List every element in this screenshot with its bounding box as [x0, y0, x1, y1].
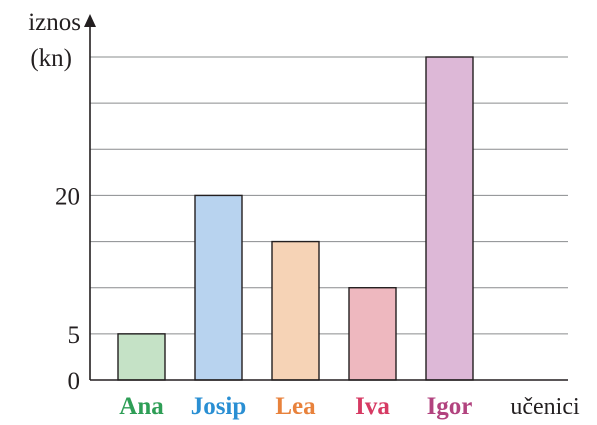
y-axis-label-line2: (kn) [30, 45, 72, 72]
category-label-lea: Lea [275, 393, 316, 420]
category-label-ana: Ana [119, 393, 164, 420]
y-tick-label: 5 [68, 322, 81, 349]
gridlines [90, 56, 568, 335]
bar-josip [194, 194, 243, 381]
bar-iva [348, 287, 397, 381]
bar-lea [271, 240, 320, 381]
bar-ana [117, 333, 166, 381]
x-axis-label: učenici [510, 394, 580, 420]
y-axis-arrow [84, 14, 96, 27]
category-label-josip: Josip [191, 393, 247, 420]
category-label-iva: Iva [355, 393, 390, 420]
y-tick-labels: 0 5 20 [55, 183, 80, 395]
category-labels: Ana Josip Lea Iva Igor [119, 393, 472, 420]
bar-igor [425, 56, 474, 381]
y-axis-label-line1: iznos [28, 9, 81, 36]
y-tick-label: 0 [68, 368, 81, 395]
y-tick-label: 20 [55, 183, 80, 210]
category-label-igor: Igor [427, 393, 473, 420]
bars [117, 56, 474, 381]
